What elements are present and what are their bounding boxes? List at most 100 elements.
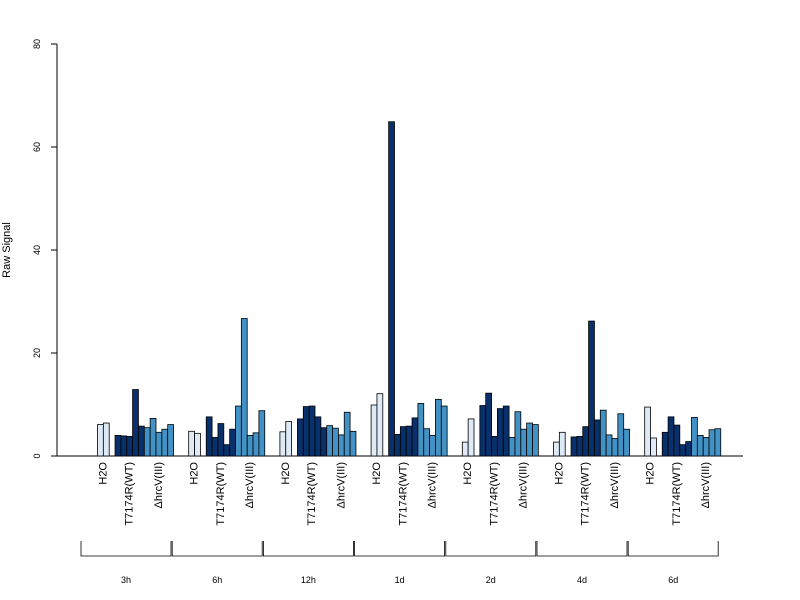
bar <box>502 405 510 457</box>
bar <box>558 431 566 457</box>
time-bracket <box>354 541 445 557</box>
time-bracket <box>263 541 354 557</box>
bar <box>285 421 292 457</box>
bar <box>570 436 578 457</box>
bar <box>496 408 504 457</box>
bar <box>252 432 260 457</box>
bar <box>370 404 378 457</box>
bar <box>114 434 122 457</box>
bar <box>617 413 625 457</box>
bar <box>194 432 201 457</box>
group-label: ΔhrcV(III) <box>244 462 256 508</box>
group-label: ΔhrcV(III) <box>153 462 165 508</box>
group-label: ΔhrcV(III) <box>700 462 712 508</box>
group-label: T7174R(WT) <box>124 462 136 526</box>
group-label: H2O <box>371 462 383 485</box>
bar <box>696 434 704 457</box>
group-label: ΔhrcV(III) <box>609 462 621 508</box>
bar <box>714 428 722 457</box>
group-label: H2O <box>645 462 657 485</box>
group-label: T7174R(WT) <box>671 462 683 526</box>
bar <box>532 424 539 457</box>
group-label: ΔhrcV(III) <box>335 462 347 508</box>
time-label: 1d <box>395 575 405 585</box>
bar <box>417 403 425 457</box>
bar <box>685 441 692 457</box>
bar <box>435 398 442 457</box>
bar <box>708 429 716 457</box>
bar <box>594 419 601 457</box>
bar <box>623 428 630 457</box>
bar <box>650 437 657 457</box>
y-tick-label: 60 <box>32 142 42 152</box>
bar <box>644 406 651 457</box>
bar <box>440 405 448 457</box>
bar <box>599 409 607 457</box>
y-tick-label: 40 <box>32 245 42 255</box>
bar <box>167 424 174 457</box>
time-bracket <box>627 541 719 557</box>
group-label: H2O <box>189 462 201 485</box>
bar <box>388 121 395 457</box>
bar <box>314 416 322 457</box>
bar <box>258 410 266 457</box>
time-bracket <box>536 541 628 557</box>
y-tick-label: 20 <box>32 348 42 358</box>
bar <box>349 430 357 457</box>
time-bracket <box>80 541 172 557</box>
time-label: 12h <box>301 575 316 585</box>
bar <box>679 444 687 457</box>
bar <box>120 435 128 457</box>
bar <box>467 418 475 457</box>
bar <box>297 418 304 457</box>
bar <box>673 424 681 457</box>
bar <box>211 437 219 457</box>
time-brackets: 3h 6h 12h 1d 2d 4d 6d <box>80 541 719 585</box>
bar <box>302 406 310 457</box>
bar <box>691 416 698 457</box>
bar <box>411 417 419 457</box>
bar <box>508 437 516 457</box>
group-label: T7174R(WT) <box>397 462 409 526</box>
bar <box>161 428 169 457</box>
time-label: 3h <box>121 575 131 585</box>
bar <box>320 427 328 457</box>
bar <box>405 425 413 457</box>
bar <box>279 431 287 457</box>
bar <box>149 417 157 457</box>
bar <box>553 441 560 457</box>
bar <box>308 405 316 457</box>
bar <box>514 411 522 457</box>
bar <box>102 422 110 457</box>
group-label: T7174R(WT) <box>580 462 592 526</box>
time-bracket <box>445 541 537 557</box>
bar <box>223 444 231 457</box>
time-label: 4d <box>577 575 587 585</box>
bar <box>217 423 225 457</box>
y-axis-title: Raw Signal <box>1 222 13 278</box>
bar <box>582 426 589 457</box>
bar <box>605 434 613 457</box>
group-label: H2O <box>553 462 565 485</box>
bar <box>485 392 492 457</box>
bar <box>205 416 213 457</box>
bar <box>235 405 242 457</box>
bar <box>611 438 619 457</box>
group-label: ΔhrcV(III) <box>518 462 530 508</box>
bar <box>188 430 195 457</box>
bar <box>520 428 528 457</box>
group-labels: H2O T7174R(WT) ΔhrcV(III) H2O T7174R(WT) Δhrc… <box>97 462 712 526</box>
bar <box>143 427 151 457</box>
bar <box>429 434 436 457</box>
bar <box>343 411 351 457</box>
bar <box>132 389 139 457</box>
bar <box>126 436 133 457</box>
y-tick-label: 80 <box>32 39 42 49</box>
bar <box>246 434 254 457</box>
bar <box>376 393 384 457</box>
bar <box>661 431 669 457</box>
time-label: 6d <box>668 575 678 585</box>
bar <box>588 320 595 457</box>
bar <box>394 433 401 457</box>
